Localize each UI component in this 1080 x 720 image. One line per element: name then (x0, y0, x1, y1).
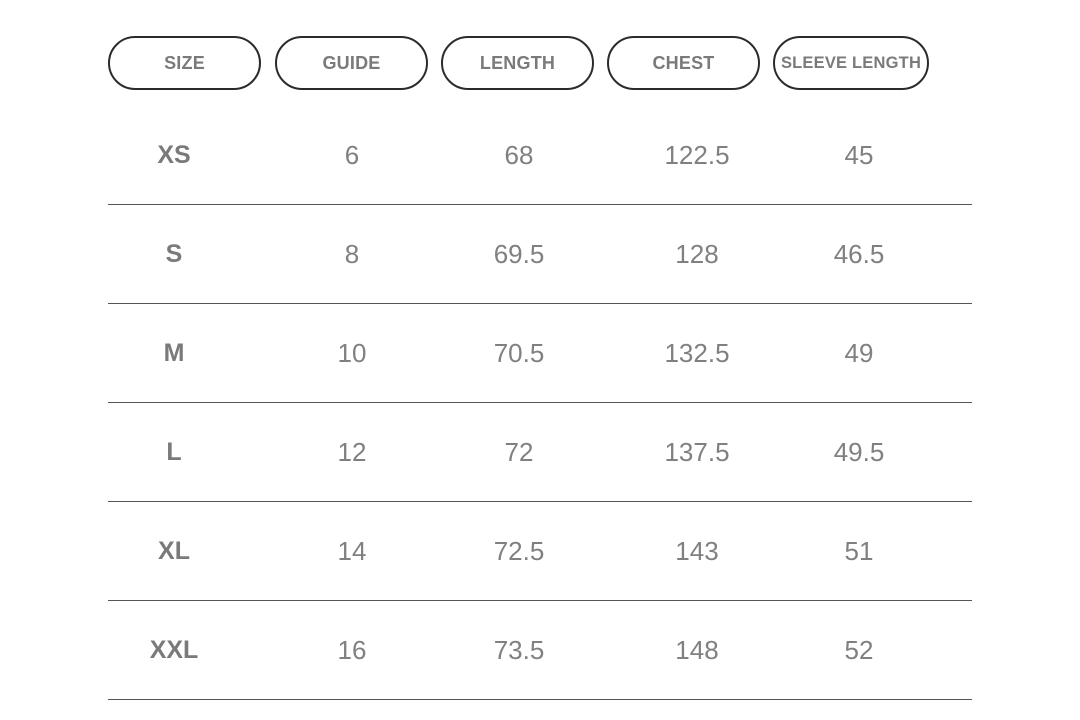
size-cell: XXL (149, 635, 199, 664)
length-cell: 73.5 (493, 634, 545, 665)
table-row: S 8 69.5 128 46.5 (108, 205, 972, 304)
guide-cell: 14 (337, 535, 367, 566)
header-guide: GUIDE (275, 36, 428, 90)
guide-cell: 6 (344, 139, 360, 170)
sleeve-length-cell: 52 (844, 634, 874, 665)
sleeve-length-cell: 45 (844, 139, 874, 170)
length-cell: 72.5 (493, 535, 545, 566)
length-cell: 68 (504, 139, 534, 170)
table-row: XL 14 72.5 143 51 (108, 502, 972, 601)
chest-cell: 122.5 (664, 139, 730, 170)
length-cell: 70.5 (493, 337, 545, 368)
header-chest: CHEST (607, 36, 760, 90)
table-row: XS 6 68 122.5 45 (108, 106, 972, 205)
table-row: XXL 16 73.5 148 52 (108, 601, 972, 700)
sleeve-length-cell: 49 (844, 337, 874, 368)
length-cell: 72 (504, 436, 534, 467)
guide-cell: 8 (344, 238, 360, 269)
chest-cell: 128 (675, 238, 719, 269)
size-cell: XL (158, 536, 190, 565)
guide-cell: 16 (337, 634, 367, 665)
chest-cell: 143 (675, 535, 719, 566)
header-size: SIZE (108, 36, 261, 90)
size-cell: M (163, 338, 185, 367)
chest-cell: 148 (675, 634, 719, 665)
length-cell: 69.5 (493, 238, 545, 269)
header-sleeve-length: SLEEVE LENGTH (773, 36, 929, 90)
guide-cell: 12 (337, 436, 367, 467)
guide-cell: 10 (337, 337, 367, 368)
size-cell: S (165, 239, 183, 268)
sleeve-length-cell: 49.5 (833, 436, 885, 467)
header-row: SIZE GUIDE LENGTH CHEST SLEEVE LENGTH (108, 36, 972, 94)
size-cell: L (166, 437, 182, 466)
chest-cell: 132.5 (664, 337, 730, 368)
table-row: L 12 72 137.5 49.5 (108, 403, 972, 502)
size-chart-table: SIZE GUIDE LENGTH CHEST SLEEVE LENGTH XS… (108, 36, 972, 700)
sleeve-length-cell: 51 (844, 535, 874, 566)
header-length: LENGTH (441, 36, 594, 90)
table-body: XS 6 68 122.5 45 S 8 69.5 128 46.5 M 10 … (108, 106, 972, 700)
sleeve-length-cell: 46.5 (833, 238, 885, 269)
size-cell: XS (157, 140, 191, 169)
table-row: M 10 70.5 132.5 49 (108, 304, 972, 403)
chest-cell: 137.5 (664, 436, 730, 467)
